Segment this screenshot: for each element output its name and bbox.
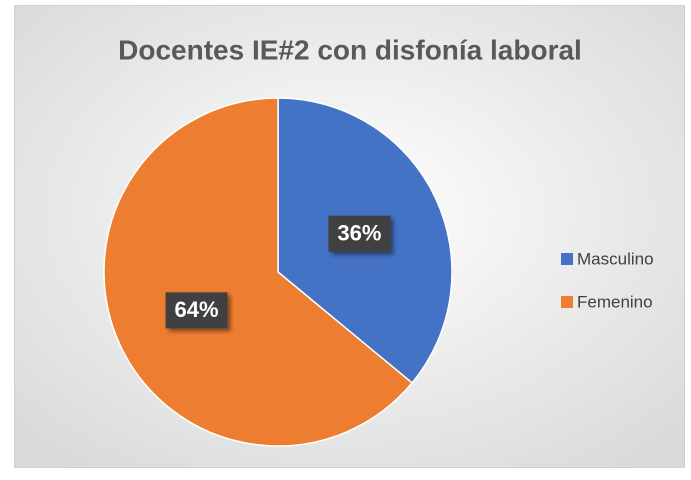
legend-label: Masculino [577,249,654,268]
legend-label: Femenino [577,292,653,311]
data-label-box [328,215,391,252]
data-label: 36% [337,220,381,245]
legend-swatch [561,296,573,308]
data-label: 64% [175,297,219,322]
chart-title: Docentes IE#2 con disfonía laboral [118,34,582,65]
legend-swatch [561,253,573,265]
data-label-box [165,292,228,329]
pie-slice [103,97,414,447]
